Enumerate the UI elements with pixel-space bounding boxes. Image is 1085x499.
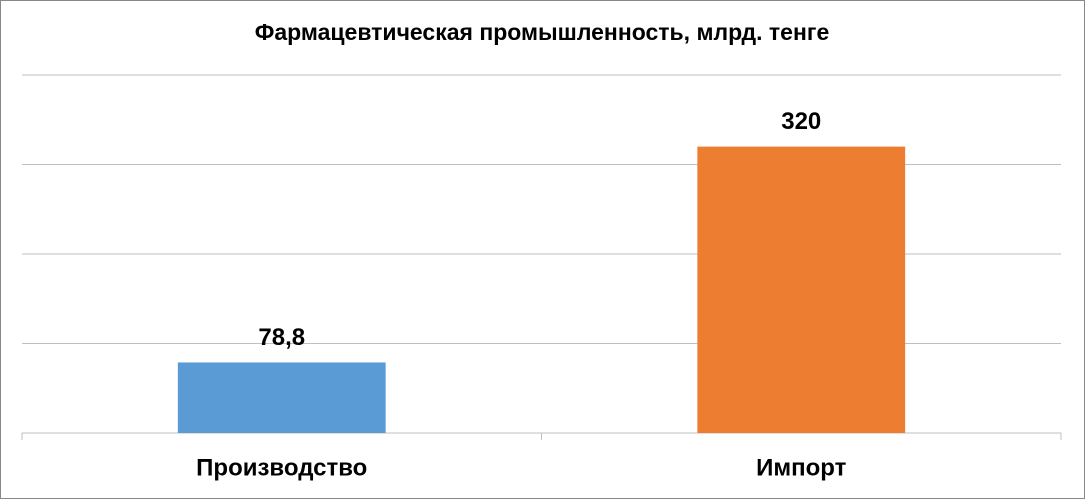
bar: [697, 146, 906, 433]
x-tick-label: Импорт: [756, 454, 847, 481]
x-tick-label: Производство: [196, 454, 367, 481]
chart-title: Фармацевтическая промышленность, млрд. т…: [255, 19, 830, 45]
data-label: 78,8: [258, 324, 305, 351]
data-label: 320: [781, 108, 821, 135]
bar: [177, 362, 386, 433]
